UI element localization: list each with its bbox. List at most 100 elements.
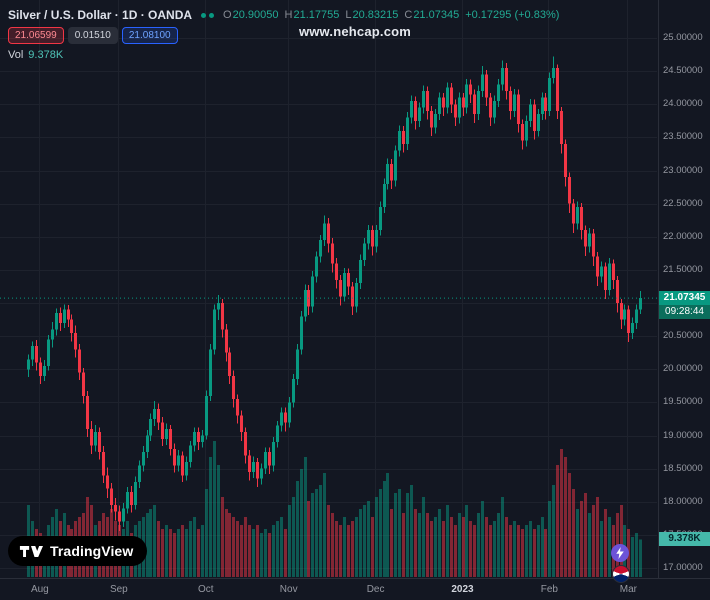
candle-body: [406, 117, 409, 144]
watermark-text: www.nehcap.com: [298, 24, 412, 39]
candle-body: [442, 97, 445, 108]
candle-body: [548, 77, 551, 111]
candle-body: [189, 445, 192, 462]
candle-body: [153, 409, 156, 419]
volume-bar: [462, 517, 465, 577]
flag-roundel-icon[interactable]: [612, 565, 630, 583]
candle-body: [221, 303, 224, 330]
time-tick-label: Feb: [540, 584, 558, 595]
candle-body: [596, 256, 599, 277]
volume-bar: [588, 513, 591, 577]
candle-body: [623, 309, 626, 320]
volume-bar: [631, 537, 634, 577]
candle-body: [383, 183, 386, 207]
volume-bar: [608, 517, 611, 577]
volume-bar: [541, 517, 544, 577]
market-status-indicator[interactable]: [199, 12, 216, 18]
low-label: L: [345, 9, 352, 21]
price-tick-label: 20.00000: [663, 363, 703, 375]
candle-body: [98, 432, 101, 453]
candle-body: [620, 303, 623, 320]
volume-bar: [402, 513, 405, 577]
symbol-title[interactable]: Silver / U.S. Dollar · 1D · OANDA: [8, 8, 193, 22]
candle-body: [240, 415, 243, 433]
tradingview-logo-text: TradingView: [50, 543, 134, 559]
candle-body: [114, 505, 117, 512]
volume-bar: [473, 525, 476, 577]
time-tick-label: 2023: [451, 584, 474, 595]
volume-legend[interactable]: Vol 9.378K: [8, 49, 63, 61]
volume-bar: [521, 529, 524, 577]
candle-body: [398, 130, 401, 151]
boost-lightning-icon[interactable]: [611, 544, 629, 562]
volume-bar: [232, 517, 235, 577]
candle-body: [489, 97, 492, 118]
candle-body: [450, 87, 453, 105]
volume-bar: [264, 529, 267, 577]
volume-bar: [272, 525, 275, 577]
volume-bar: [351, 521, 354, 577]
candle-body: [639, 298, 642, 310]
candle-body: [70, 319, 73, 333]
sell-button[interactable]: 21.06599: [8, 27, 64, 44]
volume-bar: [635, 533, 638, 577]
candle-body: [588, 233, 591, 247]
current-price-badge[interactable]: 21.07345 09:28:44: [659, 291, 710, 320]
buy-button[interactable]: 21.08100: [121, 27, 178, 44]
volume-bar: [304, 457, 307, 577]
candle-body: [173, 448, 176, 466]
volume-bar: [209, 457, 212, 577]
open-label: O: [223, 9, 232, 21]
volume-bar: [292, 497, 295, 577]
candle-body: [217, 303, 220, 310]
candle-body: [193, 432, 196, 446]
volume-bar: [335, 521, 338, 577]
volume-bar: [639, 539, 642, 577]
volume-bar: [600, 521, 603, 577]
time-tick-label: Aug: [30, 584, 49, 595]
candle-body: [465, 84, 468, 108]
candle-body: [355, 283, 358, 307]
volume-bar: [485, 517, 488, 577]
price-tick-label: 22.50000: [663, 197, 703, 209]
candle-body: [27, 359, 30, 370]
change-value: +0.17295 (+0.83%): [465, 9, 560, 21]
price-axis[interactable]: 17.0000017.5000018.0000018.5000019.00000…: [658, 0, 710, 578]
volume-bar: [146, 513, 149, 577]
volume-bar: [236, 521, 239, 577]
volume-bar: [604, 509, 607, 577]
volume-bar: [347, 525, 350, 577]
spread-value: 0.01510: [67, 27, 118, 44]
candle-body: [560, 110, 563, 144]
volume-bar: [556, 465, 559, 577]
candle-body: [86, 395, 89, 429]
candles-layer: [27, 56, 642, 531]
volume-bar: [390, 509, 393, 577]
volume-bar: [548, 501, 551, 577]
candle-body: [161, 422, 164, 439]
volume-bar: [260, 533, 263, 577]
time-axis[interactable]: Aug Sep Oct Nov Dec 2023 Feb Mar: [0, 578, 710, 600]
candle-body: [315, 256, 318, 277]
volume-bar: [422, 497, 425, 577]
tradingview-mark-icon: [19, 545, 43, 557]
candle-body: [149, 418, 152, 436]
candle-body: [426, 91, 429, 111]
candle-body: [592, 233, 595, 257]
candle-body: [477, 91, 480, 115]
volume-bar: [560, 449, 563, 577]
volume-bar: [414, 509, 417, 577]
volume-bar: [533, 529, 536, 577]
candle-body: [185, 462, 188, 476]
volume-bar: [339, 525, 342, 577]
volume-bar: [525, 525, 528, 577]
volume-bar: [197, 529, 200, 577]
tradingview-logo[interactable]: TradingView: [8, 536, 148, 566]
candle-body: [327, 223, 330, 244]
volume-bar: [307, 501, 310, 577]
candle-body: [375, 230, 378, 247]
volume-bar: [173, 533, 176, 577]
candle-body: [556, 67, 559, 111]
volume-bar: [568, 473, 571, 577]
